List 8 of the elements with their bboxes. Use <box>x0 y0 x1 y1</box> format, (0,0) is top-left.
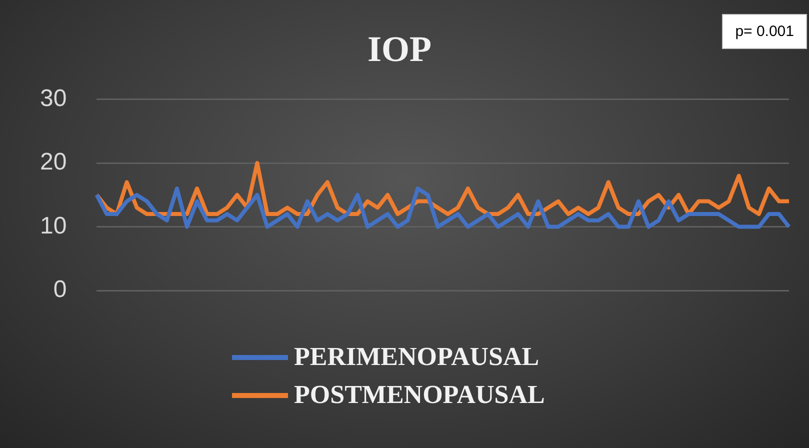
legend-label: PERIMENOPAUSAL <box>294 342 540 372</box>
y-tick-label: 20 <box>40 148 67 176</box>
y-tick-label: 10 <box>40 212 67 240</box>
text: p= 0.001 <box>722 14 807 49</box>
y-tick-label: 0 <box>53 276 67 304</box>
chart-title: IOP <box>367 28 432 69</box>
legend-label: POSTMENOPAUSAL <box>294 380 545 410</box>
y-tick-label: 30 <box>40 84 67 112</box>
